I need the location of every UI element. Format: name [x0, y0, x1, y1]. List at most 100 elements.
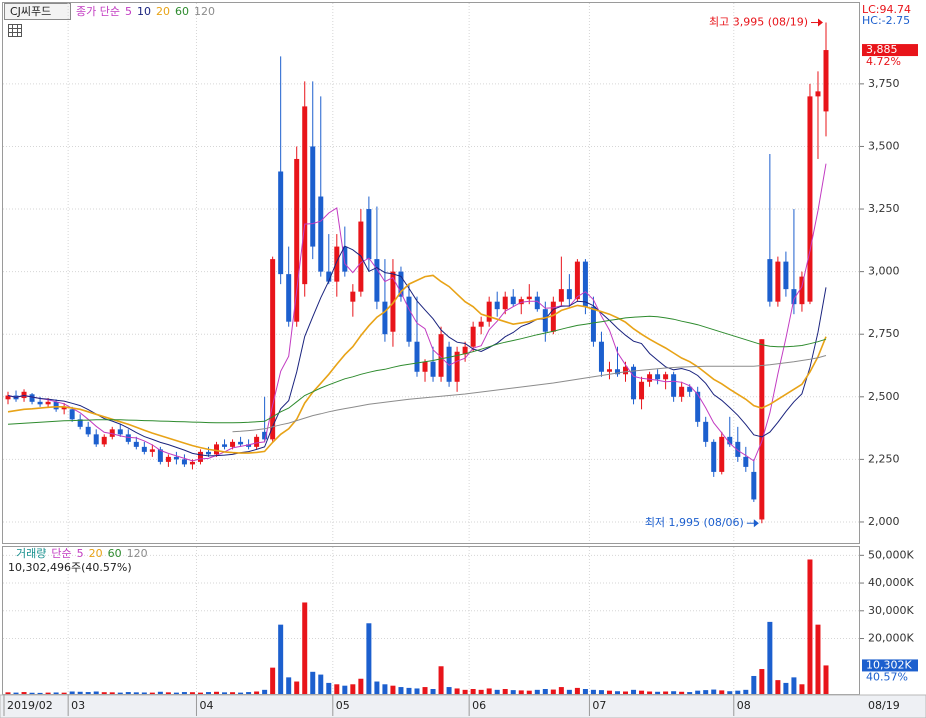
volume-bar [334, 684, 340, 694]
legend-entry: 60 [175, 5, 189, 18]
grid-icon[interactable] [8, 24, 22, 37]
y-tick-label: 50,000K [868, 548, 914, 561]
candle-body [542, 309, 548, 332]
volume-bar [85, 692, 91, 694]
candle-body [639, 381, 645, 400]
symbol-tab[interactable] [4, 3, 71, 20]
volume-bar [614, 691, 620, 694]
candle-body [374, 259, 380, 302]
candle-body [446, 346, 452, 382]
candle-body [783, 261, 789, 290]
candle-body [502, 296, 508, 310]
hc-label: HC:-2.75 [862, 14, 910, 27]
candle-body [606, 369, 612, 372]
volume-bar [69, 691, 75, 694]
volume-bar [382, 684, 388, 694]
volume-bar [719, 690, 725, 694]
volume-bar [238, 692, 244, 694]
candle-body [125, 434, 131, 442]
volume-bar [815, 624, 821, 694]
candle-body [510, 296, 516, 305]
volume-bar [101, 692, 107, 694]
candle-body [663, 374, 669, 380]
volume-bar [406, 687, 412, 694]
legend-entry: 120 [127, 547, 148, 560]
candle-body [165, 456, 171, 462]
candle-body [101, 436, 107, 445]
volume-bar [205, 692, 211, 694]
x-axis-strip [0, 694, 926, 718]
candle-body [743, 456, 749, 467]
candle-body [422, 361, 428, 372]
candle-body [438, 334, 444, 377]
x-tick-label: 05 [336, 699, 350, 712]
volume-bar [783, 682, 789, 694]
candle-body [695, 391, 701, 422]
volume-bar [141, 692, 147, 694]
volume-bar [566, 689, 572, 694]
candle-body [109, 429, 115, 437]
volume-bar [157, 691, 163, 694]
volume-bar [534, 689, 540, 694]
volume-bar [735, 690, 741, 694]
legend-entry: 20 [89, 547, 103, 560]
candle-body [711, 441, 717, 472]
x-tick-label: 2019/02 [7, 699, 53, 712]
volume-pane [2, 546, 860, 695]
volume-bar [590, 689, 596, 694]
y-tick-label: 20,000K [868, 632, 914, 645]
legend-entry: 120 [194, 5, 215, 18]
volume-bar [639, 690, 645, 694]
volume-info: 10,302,496주(40.57%) [8, 561, 132, 574]
y-tick-label: 2,250 [868, 452, 900, 465]
ma-line [232, 355, 827, 433]
volume-bar [173, 692, 179, 694]
candle-body [366, 209, 372, 260]
volume-bar [77, 691, 83, 694]
volume-bar [149, 692, 155, 694]
legend-entry: 20 [156, 5, 170, 18]
volume-bar [767, 621, 773, 694]
x-tick-label: 07 [592, 699, 606, 712]
candle-body [5, 395, 11, 400]
volume-bar [582, 689, 588, 694]
candle-body [566, 289, 572, 300]
volume-bar [631, 689, 637, 694]
volume-bar [29, 692, 35, 694]
volume-bar [13, 692, 19, 694]
low-annotation: 최저 1,995 (08/06) [645, 516, 744, 529]
candle-body [149, 449, 155, 452]
volume-bar [470, 689, 476, 694]
volume-bar [446, 687, 452, 694]
candle-body [85, 426, 91, 435]
volume-bar [558, 687, 564, 694]
y-tick-label: 3,750 [868, 77, 900, 90]
volume-bar [502, 689, 508, 694]
candle-body [582, 261, 588, 307]
volume-bar [663, 691, 669, 694]
volume-bar [21, 692, 27, 694]
candle-body [791, 289, 797, 305]
volume-bar [270, 667, 276, 694]
candle-body [382, 301, 388, 335]
last-price-label: 3,885 [866, 43, 898, 56]
candle-body [350, 291, 356, 302]
candle-body [21, 391, 27, 399]
volume-bar [775, 680, 781, 694]
volume-bar [230, 692, 236, 694]
volume-bar [751, 675, 757, 694]
candle-body [614, 369, 620, 375]
x-end-label: 08/19 [868, 699, 900, 712]
y-tick-label: 3,000 [868, 265, 900, 278]
volume-bar [246, 692, 252, 694]
candle-body [173, 456, 179, 460]
high-annotation-arrowhead [818, 18, 823, 27]
ma-line [7, 245, 827, 457]
volume-bar [518, 690, 524, 694]
volume-bar [214, 691, 220, 694]
candle-body [254, 436, 260, 447]
volume-bar [165, 692, 171, 694]
volume-bar [799, 684, 805, 694]
volume-bar [189, 692, 195, 694]
